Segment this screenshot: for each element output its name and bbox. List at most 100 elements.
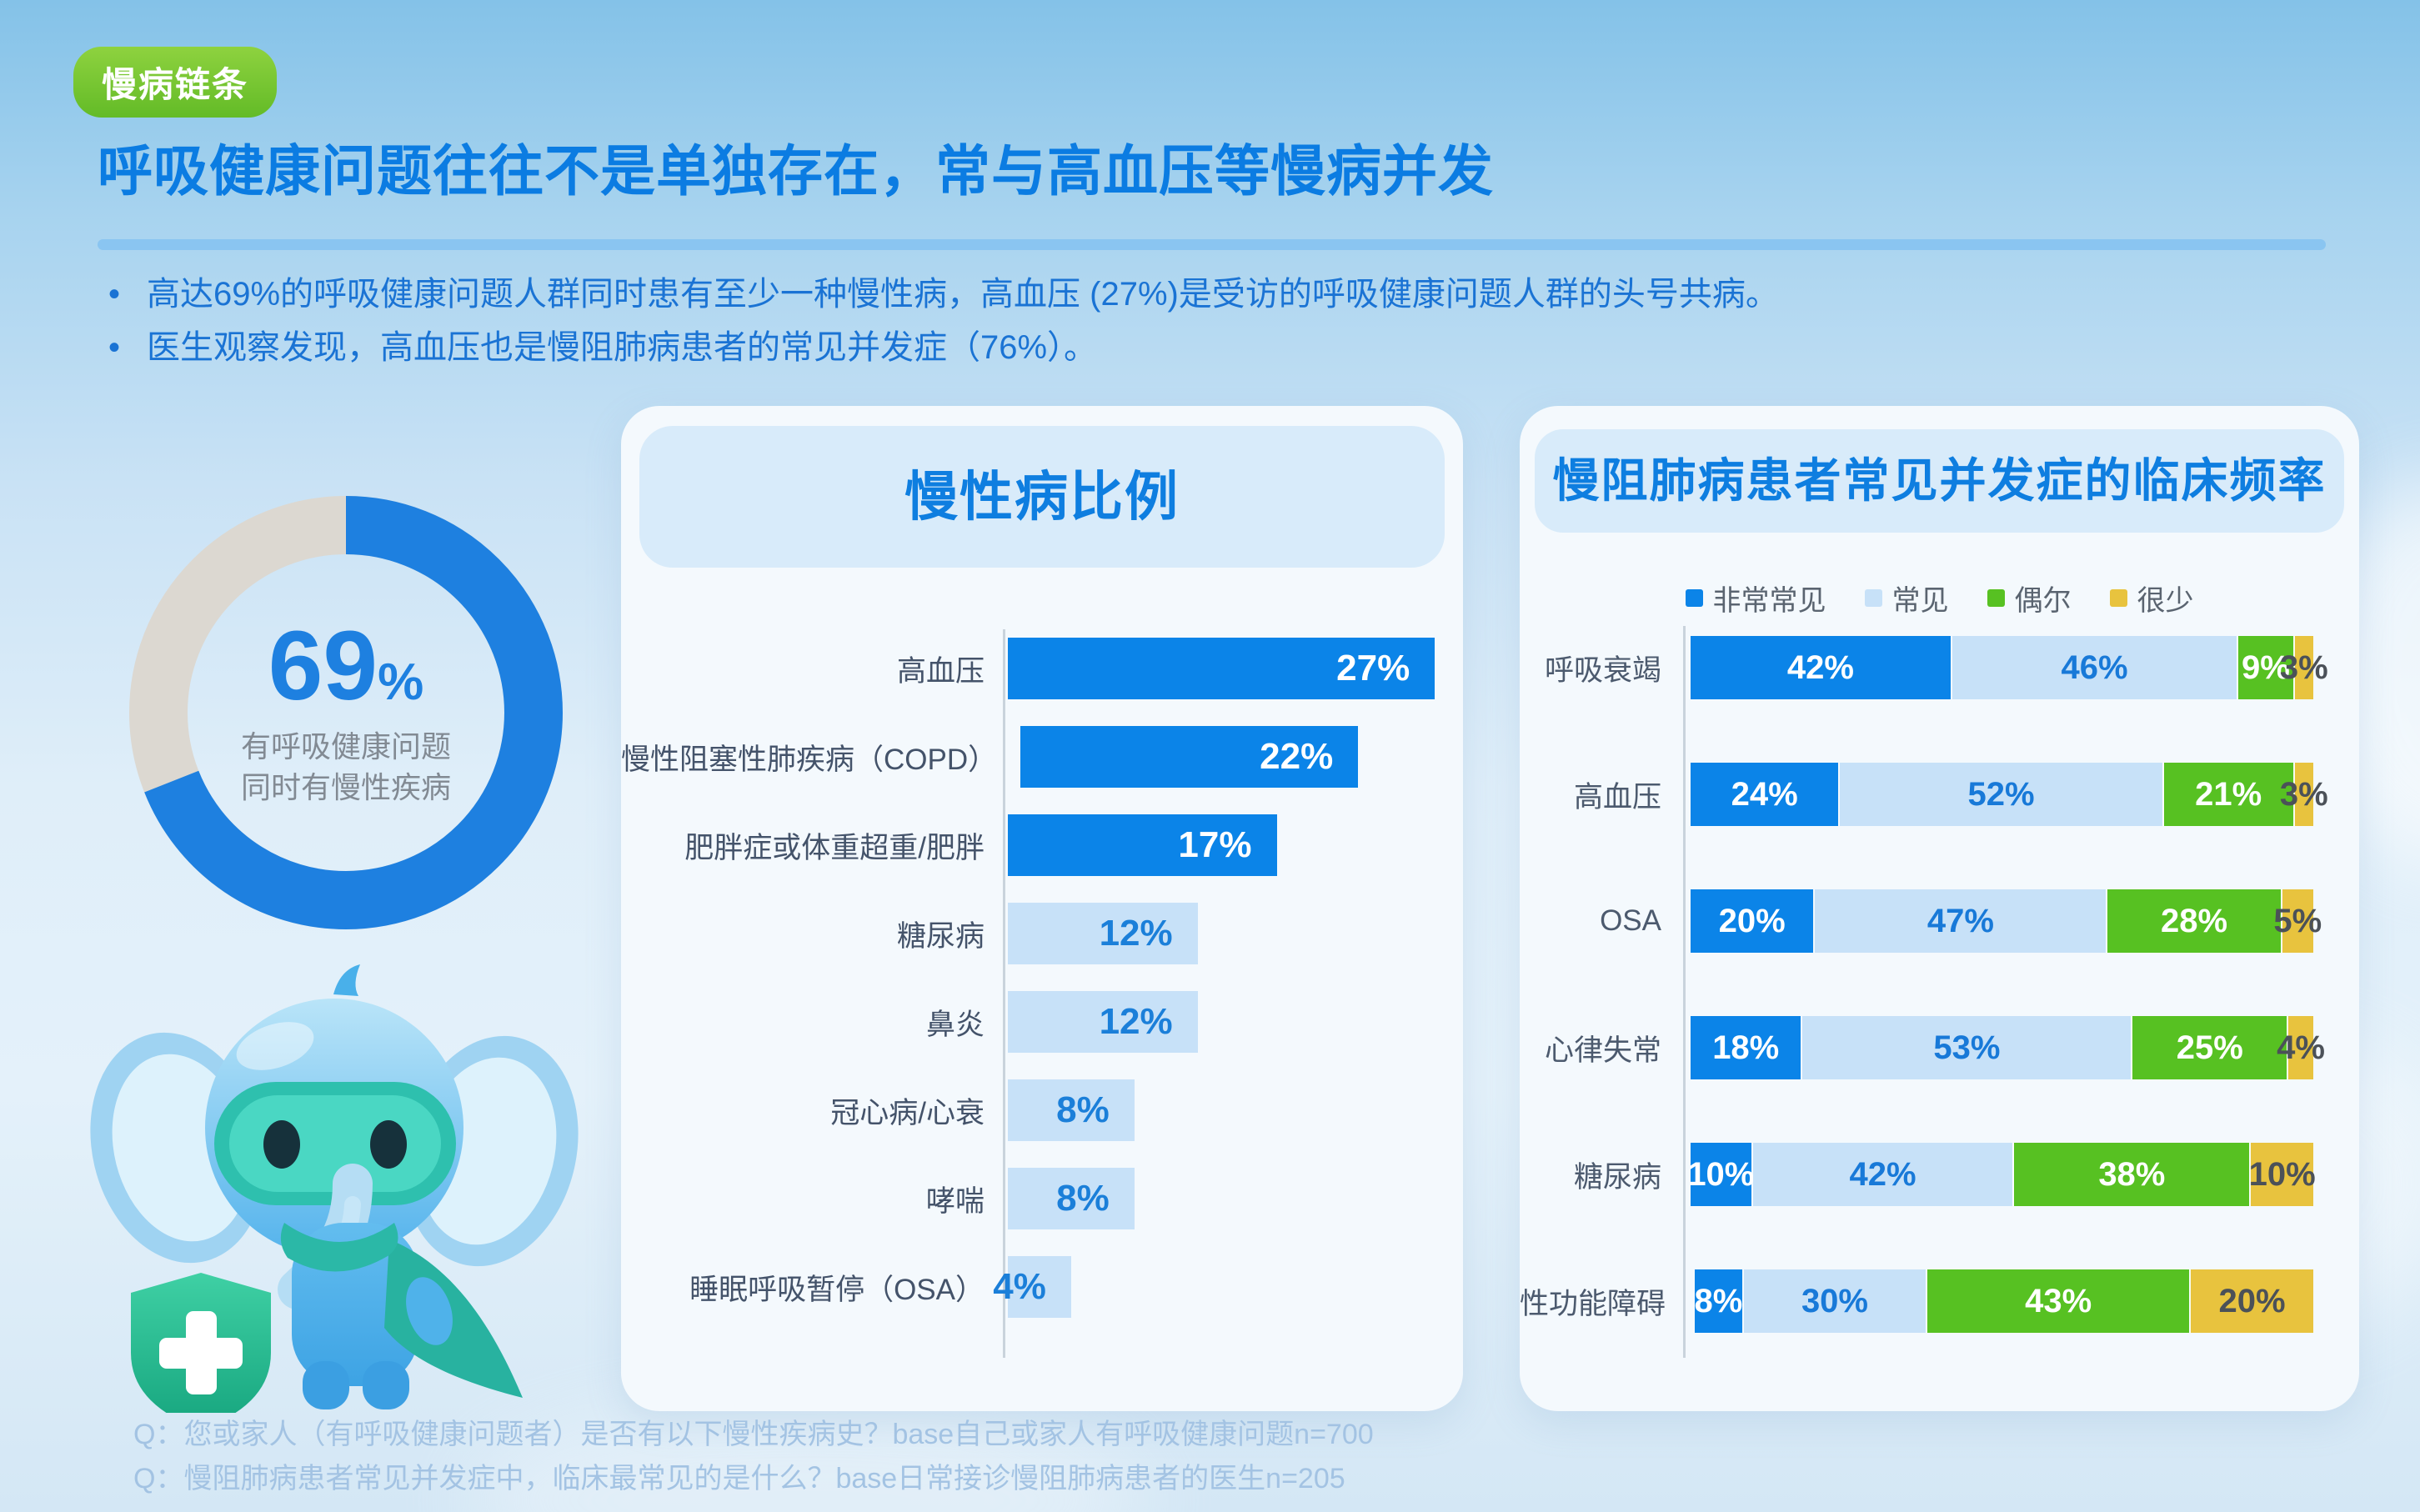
legend-swatch-icon	[1685, 589, 1703, 607]
bar-track: 27%	[1008, 638, 1438, 699]
value-label: 24%	[1731, 775, 1798, 813]
bullet-item: • 高达69%的呼吸健康问题人群同时患有至少一种慢性病，高血压 (27%)是受访的…	[108, 275, 1779, 313]
bar-segment: 53%	[1802, 1016, 2133, 1079]
value-label: 5%	[2273, 902, 2322, 939]
footnotes: Q：您或家人（有呼吸健康问题者）是否有以下慢性疾病史？base自己或家人有呼吸健…	[133, 1417, 1374, 1504]
category-label: 高血压	[896, 654, 985, 688]
value-label: 20%	[1718, 902, 1786, 939]
bar: 12%	[1008, 903, 1198, 964]
bar-segment: 52%	[1840, 763, 2164, 826]
stacked-bar-track: 20% 47% 28% 5%	[1691, 889, 2322, 953]
bar-segment: 28%	[2107, 889, 2282, 953]
stacked-bar-track: 10% 42% 38% 10%	[1687, 1143, 2316, 1206]
footnote-line: Q：慢阻肺病患者常见并发症中，临床最常见的是什么？base日常接诊慢阻肺病患者的…	[133, 1462, 1345, 1494]
chart-row: 鼻炎 12%	[621, 991, 1438, 1053]
head-highlight	[236, 1022, 314, 1070]
bar: 4%	[993, 1256, 1071, 1318]
donut-center-text: 69% 有呼吸健康问题 同时有慢性疾病	[125, 492, 567, 934]
legend-label: 非常常见	[1712, 585, 1826, 617]
chart-row: 呼吸衰竭 42% 46% 9% 3%	[1520, 636, 2328, 699]
bullet-text: 医生观察发现，高血压也是慢阻肺病患者的常见并发症（76%）。	[147, 329, 1098, 366]
category-label: 糖尿病	[896, 919, 985, 953]
category-label: 呼吸衰竭	[1544, 653, 1661, 687]
value-label: 12%	[1099, 1001, 1173, 1042]
chart-row: 睡眠呼吸暂停（OSA） 4%	[621, 1256, 1438, 1318]
bar-segment: 10%	[2249, 1143, 2316, 1206]
stacked-bar-track: 18% 53% 25% 4%	[1691, 1016, 2325, 1079]
bar-segment: 42%	[1752, 1143, 2015, 1206]
value-label: 8%	[1056, 1089, 1110, 1130]
elephant-leg	[363, 1361, 409, 1409]
category-label: OSA	[1600, 904, 1661, 937]
bar-segment: 25%	[2132, 1016, 2289, 1079]
legend-item: 常见	[1864, 578, 1949, 618]
bar-segment: 5%	[2273, 889, 2322, 953]
value-label: 4%	[2277, 1029, 2325, 1066]
hair-tuft	[333, 964, 360, 996]
card-title-copd-comorbidity: 慢阻肺病患者常见并发症的临床频率	[1535, 429, 2344, 533]
chart-row: OSA 20% 47% 28% 5%	[1520, 889, 2322, 953]
chart-row: 慢性阻塞性肺疾病（COPD） 22%	[621, 726, 1438, 788]
category-label: 睡眠呼吸暂停（OSA）	[689, 1273, 985, 1306]
value-label: 18%	[1712, 1029, 1780, 1066]
value-label: 12%	[1099, 913, 1173, 954]
value-label: 28%	[2161, 902, 2228, 939]
donut-chart: 69% 有呼吸健康问题 同时有慢性疾病	[125, 492, 567, 934]
chart-row: 哮喘 8%	[621, 1168, 1438, 1229]
bar-track: 12%	[1008, 991, 1438, 1053]
bar-segment: 20%	[2191, 1269, 2313, 1333]
bar-track: 22%	[1020, 726, 1438, 788]
bar-segment: 9%	[2238, 636, 2295, 699]
chronic-disease-ratio-card: 慢性病比例 高血压 27% 慢性阻塞性肺疾病（COPD） 22% 肥胖症或体重超重/肥胖…	[621, 406, 1463, 1411]
stacked-bar-track: 42% 46% 9% 3%	[1691, 636, 2328, 699]
value-label: 43%	[2025, 1282, 2092, 1319]
value-label: 10%	[1687, 1155, 1755, 1193]
value-label: 53%	[1933, 1029, 2001, 1066]
bar: 12%	[1008, 991, 1198, 1053]
category-label: 哮喘	[925, 1184, 985, 1218]
card-title-chronic-ratio: 慢性病比例	[639, 426, 1445, 568]
bar: 17%	[1008, 814, 1277, 876]
category-label: 性功能障碍	[1520, 1287, 1666, 1320]
elephant-arm	[406, 1277, 453, 1345]
category-badge: 慢病链条	[73, 47, 278, 118]
category-label: 心律失常	[1544, 1034, 1661, 1067]
value-label: 17%	[1178, 824, 1252, 865]
chart-row: 高血压 27%	[621, 638, 1438, 699]
value-label: 4%	[993, 1266, 1046, 1307]
bar-segment: 46%	[1952, 636, 2239, 699]
legend-swatch-icon	[2109, 589, 2127, 607]
category-label: 冠心病/心衰	[830, 1096, 985, 1129]
bar-segment: 4%	[2277, 1016, 2325, 1079]
value-label: 8%	[1694, 1282, 1743, 1319]
bar-track: 4%	[993, 1256, 1438, 1318]
value-label: 21%	[2195, 775, 2262, 813]
bar-segment: 38%	[2014, 1143, 2252, 1206]
legend-label: 很少	[2137, 585, 2194, 617]
bar-segment: 18%	[1691, 1016, 1803, 1079]
bar-segment: 43%	[1927, 1269, 2192, 1333]
value-label: 25%	[2176, 1029, 2243, 1066]
value-label: 20%	[2218, 1282, 2286, 1319]
donut-value-arc	[129, 496, 563, 929]
legend-swatch-icon	[1987, 589, 2005, 607]
bar: 22%	[1020, 726, 1359, 788]
bar: 8%	[1008, 1168, 1135, 1229]
value-label: 8%	[1056, 1178, 1110, 1219]
bar-chart-chronic-diseases: 高血压 27% 慢性阻塞性肺疾病（COPD） 22% 肥胖症或体重超重/肥胖 17% 糖尿病…	[621, 629, 1438, 1358]
value-label: 3%	[2279, 775, 2328, 813]
bullet-text: 高达69%的呼吸健康问题人群同时患有至少一种慢性病，高血压 (27%)是受访的呼…	[147, 276, 1779, 313]
value-label: 27%	[1336, 648, 1410, 688]
goggles-icon	[214, 1082, 456, 1205]
chart-row: 冠心病/心衰 8%	[621, 1079, 1438, 1141]
value-label: 22%	[1260, 736, 1334, 777]
legend-label: 常见	[1891, 585, 1949, 617]
value-label: 52%	[1967, 775, 2035, 813]
bar: 27%	[1008, 638, 1435, 699]
category-label: 慢性阻塞性肺疾病（COPD）	[621, 743, 998, 776]
page-title: 呼吸健康问题往往不是单独存在，常与高血压等慢病并发	[98, 140, 1494, 202]
value-label: 9%	[2242, 648, 2290, 686]
bullet-item: • 医生观察发现，高血压也是慢阻肺病患者的常见并发症（76%）。	[108, 328, 1779, 367]
medical-shield-icon	[131, 1273, 271, 1413]
